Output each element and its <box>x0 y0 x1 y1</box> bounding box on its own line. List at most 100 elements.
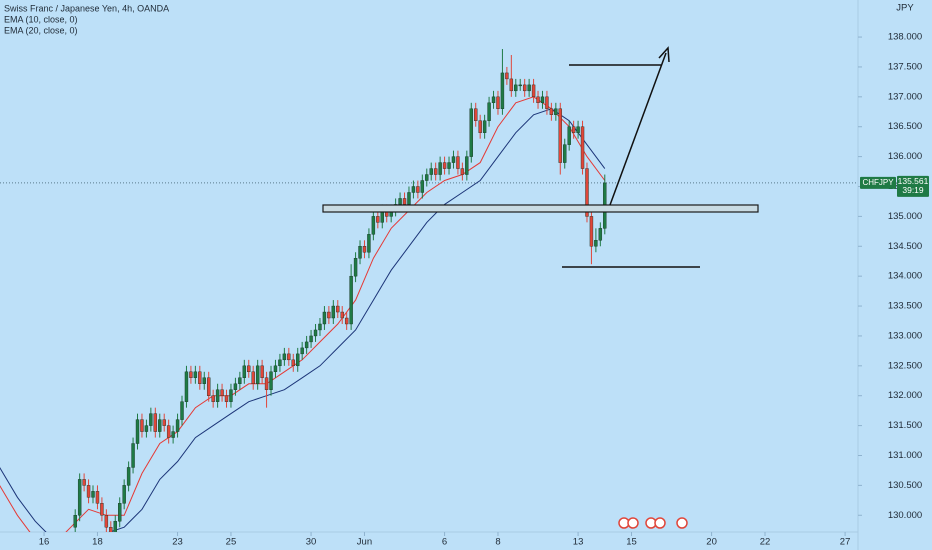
countdown-label: 39:19 <box>902 185 924 195</box>
price-axis-unit: JPY <box>896 3 914 14</box>
candle-body <box>220 389 224 396</box>
legend-entry: EMA (10, close, 0) <box>4 14 78 24</box>
symbol-label: CHFJPY <box>862 178 894 187</box>
candle-body <box>465 156 469 175</box>
candle-body <box>367 234 371 253</box>
candle-body <box>531 84 536 98</box>
y-tick-label: 132.500 <box>888 360 922 371</box>
candle-body <box>309 335 313 343</box>
x-tick-label: 13 <box>573 537 584 548</box>
candle-body <box>198 371 202 384</box>
candle-body <box>189 371 193 378</box>
y-tick-label: 137.500 <box>888 61 922 72</box>
candle-body <box>376 216 380 223</box>
y-tick-label: 134.500 <box>888 241 922 252</box>
price-label-box <box>897 175 929 197</box>
candle-body <box>594 240 598 247</box>
arrow-shaft <box>609 52 667 206</box>
candle-body <box>589 216 594 247</box>
x-tick-label: Jun <box>357 537 372 548</box>
candle-body <box>135 419 140 444</box>
x-tick-label: 25 <box>226 537 237 548</box>
candle-body <box>149 413 153 426</box>
candle-body <box>456 156 460 169</box>
candle-body <box>571 126 576 133</box>
y-tick-label: 130.000 <box>888 510 922 521</box>
y-tick-label: 136.000 <box>888 151 922 162</box>
candle-body <box>224 395 229 402</box>
candle-body <box>554 108 558 115</box>
y-tick-label: 133.000 <box>888 330 922 341</box>
candle-body <box>336 305 340 313</box>
candle-body <box>180 401 184 420</box>
x-tick-label: 30 <box>306 537 317 548</box>
candle-body <box>549 108 554 115</box>
candle-body <box>540 96 545 104</box>
candle-body <box>282 353 287 361</box>
candle-body <box>255 365 260 384</box>
candle-body <box>291 359 295 367</box>
candle-body <box>340 311 344 319</box>
candle-body <box>509 78 514 92</box>
candle-body <box>442 162 447 169</box>
event-icon[interactable] <box>627 517 639 529</box>
candle-body <box>567 126 571 145</box>
candle-body <box>558 108 562 163</box>
candle-body <box>398 198 402 205</box>
candle-body <box>536 96 540 104</box>
y-tick-label: 136.500 <box>888 121 922 132</box>
candle-body <box>451 156 456 163</box>
candle-body <box>82 479 86 486</box>
candle-body <box>496 96 500 109</box>
candle-body <box>491 96 496 104</box>
candle-body <box>353 258 358 277</box>
candle-body <box>126 467 131 486</box>
candle-body <box>318 323 322 331</box>
y-tick-label: 137.000 <box>888 91 922 102</box>
candle-body <box>527 84 531 92</box>
candle-body <box>184 371 189 402</box>
x-tick-label: 23 <box>172 537 183 548</box>
candle-body <box>469 108 473 157</box>
candle-body <box>522 84 527 92</box>
event-icon[interactable] <box>676 517 688 529</box>
candle-body <box>91 491 95 498</box>
candle-body <box>576 126 580 133</box>
candle-body <box>407 192 411 205</box>
candle-body <box>322 311 327 325</box>
candle-body <box>331 305 336 319</box>
chart-title: Swiss Franc / Japanese Yen, 4h, OANDA <box>4 3 169 13</box>
candle-body <box>505 72 509 80</box>
candle-body <box>100 503 104 516</box>
candle-body <box>242 365 247 378</box>
x-tick-label: 6 <box>442 537 447 548</box>
candle-body <box>193 371 198 378</box>
candle-body <box>175 419 180 432</box>
symbol-label-box <box>860 176 896 189</box>
event-icons <box>618 517 688 529</box>
event-icon[interactable] <box>654 517 666 529</box>
y-tick-label: 131.500 <box>888 420 922 431</box>
drawings <box>322 46 759 268</box>
candle-body <box>73 515 77 528</box>
candle-body <box>260 365 264 378</box>
x-tick-label: 18 <box>92 537 103 548</box>
x-tick-label: 27 <box>840 537 851 548</box>
y-tick-label: 130.500 <box>888 480 922 491</box>
support-zone <box>322 204 759 213</box>
candle-body <box>113 521 117 532</box>
candle-body <box>140 419 144 432</box>
candle-body <box>166 425 171 438</box>
candle-body <box>514 84 518 92</box>
candle-body <box>233 383 238 390</box>
candle-body <box>77 479 82 516</box>
candle-body <box>411 186 416 193</box>
candle-body <box>545 96 549 109</box>
candle-body <box>273 365 278 373</box>
candle-body <box>429 168 433 175</box>
y-tick-label: 138.000 <box>888 32 922 43</box>
x-tick-label: 15 <box>626 537 637 548</box>
